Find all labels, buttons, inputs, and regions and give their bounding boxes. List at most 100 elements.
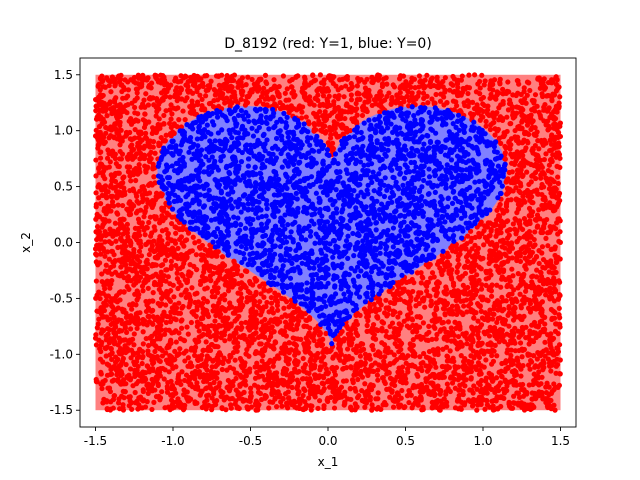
data-point-y1 — [443, 391, 449, 397]
data-point-y1 — [163, 267, 169, 273]
data-point-y1 — [100, 222, 106, 228]
data-point-y1 — [425, 279, 431, 285]
data-point-y1 — [374, 406, 380, 412]
data-point-y1 — [164, 386, 171, 392]
data-point-y1 — [135, 216, 142, 222]
data-point-y1 — [460, 391, 466, 398]
data-point-y1 — [323, 128, 329, 135]
data-point-y1 — [474, 250, 481, 256]
data-point-y1 — [146, 219, 152, 226]
data-point-y1 — [331, 101, 337, 108]
data-point-y1 — [143, 308, 150, 315]
data-point-y1 — [520, 330, 526, 336]
data-point-y1 — [136, 248, 143, 254]
data-point-y1 — [508, 120, 514, 127]
data-point-y1 — [131, 275, 138, 282]
data-point-y1 — [489, 347, 496, 353]
data-point-y1 — [412, 85, 418, 91]
data-point-y1 — [168, 258, 174, 264]
data-point-y1 — [518, 305, 524, 311]
data-point-y1 — [179, 369, 185, 375]
data-point-y1 — [155, 382, 161, 389]
data-point-y1 — [116, 317, 122, 323]
data-point-y1 — [93, 342, 100, 348]
data-point-y1 — [120, 231, 126, 237]
data-point-y1 — [132, 104, 138, 111]
data-point-y1 — [110, 153, 116, 159]
data-point-y1 — [177, 346, 183, 352]
data-point-y1 — [259, 358, 265, 364]
data-point-y1 — [527, 366, 533, 372]
data-point-y1 — [464, 240, 470, 247]
data-point-y1 — [251, 86, 257, 92]
data-point-y1 — [108, 193, 114, 199]
data-point-y1 — [362, 404, 368, 410]
data-point-y1 — [332, 398, 338, 404]
data-point-y1 — [420, 80, 426, 87]
data-point-y1 — [437, 98, 444, 104]
data-point-y1 — [123, 133, 129, 139]
data-point-y1 — [506, 227, 512, 233]
data-point-y1 — [189, 285, 195, 291]
data-point-y1 — [434, 78, 440, 84]
data-point-y1 — [282, 319, 289, 325]
data-point-y1 — [452, 319, 458, 325]
data-point-y1 — [146, 96, 152, 102]
data-point-y1 — [288, 302, 294, 308]
data-point-y1 — [485, 341, 491, 347]
data-point-y1 — [111, 363, 117, 370]
data-point-y1 — [98, 200, 104, 207]
data-point-y1 — [115, 376, 121, 383]
data-point-y1 — [435, 84, 442, 91]
data-point-y1 — [241, 368, 247, 374]
data-point-y1 — [479, 282, 485, 288]
data-point-y1 — [507, 146, 513, 152]
data-point-y1 — [108, 371, 115, 377]
data-point-y1 — [181, 387, 187, 393]
data-point-y1 — [532, 108, 538, 114]
data-point-y1 — [167, 298, 174, 304]
data-point-y1 — [198, 252, 204, 258]
data-point-y1 — [514, 156, 520, 162]
data-point-y1 — [475, 81, 481, 87]
data-point-y1 — [523, 129, 529, 136]
data-point-y1 — [431, 311, 437, 317]
data-point-y1 — [526, 205, 533, 211]
data-point-y1 — [475, 245, 481, 252]
data-point-y1 — [167, 94, 173, 100]
data-point-y1 — [145, 199, 151, 205]
data-point-y1 — [502, 143, 508, 150]
data-point-y1 — [469, 403, 476, 409]
data-point-y1 — [552, 278, 559, 284]
data-point-y1 — [424, 288, 430, 294]
data-point-y1 — [373, 396, 379, 402]
data-point-y1 — [484, 398, 490, 404]
data-point-y1 — [232, 357, 238, 363]
data-point-y1 — [178, 87, 184, 93]
data-point-y1 — [393, 326, 400, 332]
data-point-y1 — [328, 73, 335, 79]
data-point-y1 — [227, 303, 233, 309]
data-point-y1 — [331, 405, 338, 411]
data-point-y1 — [161, 121, 167, 127]
data-point-y1 — [106, 101, 112, 107]
data-point-y1 — [544, 176, 550, 182]
data-point-y1 — [490, 87, 496, 93]
data-point-y1 — [123, 269, 129, 275]
data-point-y1 — [428, 83, 434, 90]
data-point-y1 — [93, 376, 99, 383]
data-point-y1 — [434, 331, 440, 338]
data-point-y1 — [150, 165, 156, 171]
data-point-y1 — [426, 348, 433, 355]
data-point-y1 — [105, 331, 111, 337]
data-point-y1 — [529, 390, 535, 396]
data-point-y1 — [103, 337, 109, 343]
data-point-y1 — [366, 87, 372, 93]
data-point-y1 — [207, 263, 213, 269]
data-point-y1 — [327, 135, 334, 141]
data-point-y1 — [391, 352, 397, 358]
data-point-y1 — [345, 331, 351, 337]
data-point-y1 — [389, 320, 396, 326]
data-point-y1 — [136, 354, 143, 360]
data-point-y1 — [447, 358, 453, 364]
